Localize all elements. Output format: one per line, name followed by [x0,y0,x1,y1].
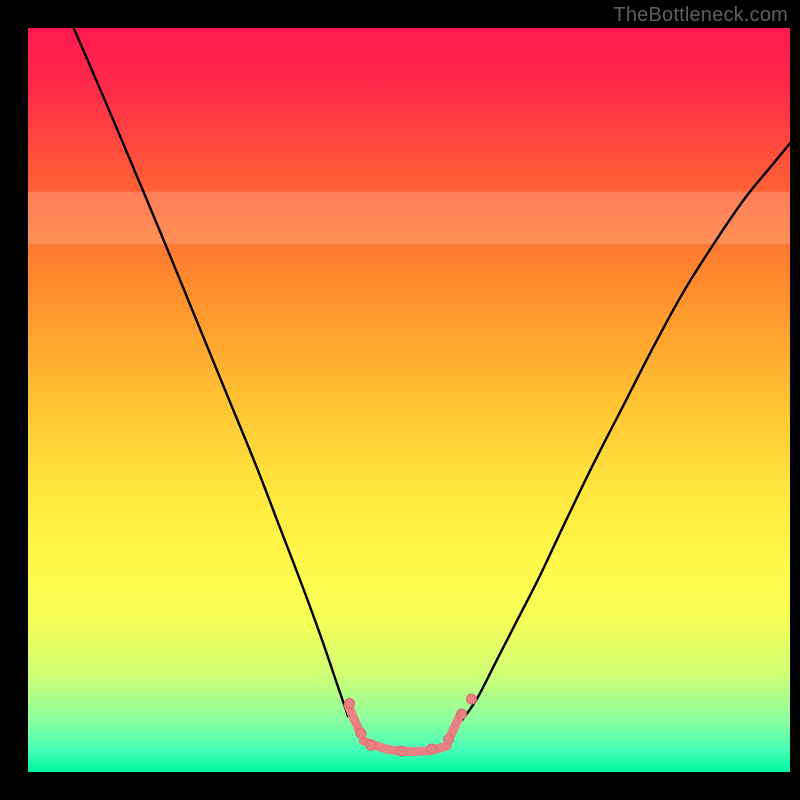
marker-dot-1 [356,728,366,738]
gradient-background [28,28,790,772]
overlay-band-0 [28,192,790,244]
marker-dot-6 [457,709,467,719]
marker-dot-0 [345,699,355,709]
marker-dot-7 [466,694,476,704]
marker-dot-4 [427,744,437,754]
watermark-text: TheBottleneck.com [613,4,788,27]
marker-dot-5 [444,734,454,744]
marker-dot-2 [366,740,376,750]
marker-dot-3 [396,746,406,756]
bottleneck-chart [28,28,790,772]
